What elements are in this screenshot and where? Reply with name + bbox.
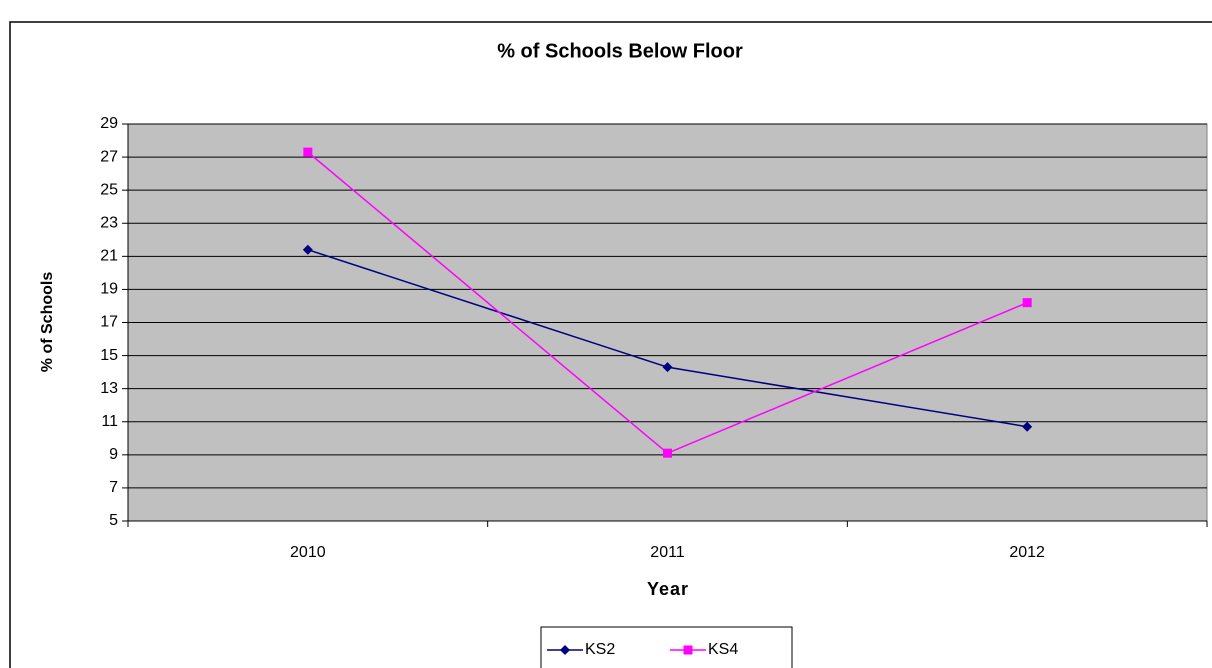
legend: KS2 KS4 [547, 641, 738, 658]
y-tick-label: 27 [100, 148, 118, 165]
y-tick-label: 21 [100, 248, 118, 265]
plot-area: 5 7 9 11 13 15 17 19 21 23 25 27 29 2010 2011 2012 [100, 115, 1208, 561]
y-tick-label: 11 [101, 413, 118, 430]
marker [302, 244, 313, 255]
x-tick-label: 2010 [290, 544, 326, 561]
y-tick-label: 15 [100, 347, 118, 364]
legend-marker [683, 645, 693, 655]
legend-label: KS2 [585, 641, 615, 658]
x-tick-label: 2012 [1009, 544, 1045, 561]
marker [303, 147, 313, 157]
x-tick-label: 2011 [650, 544, 685, 561]
y-tick-label: 29 [100, 115, 118, 132]
marker [1022, 298, 1032, 308]
legend-label: KS4 [708, 641, 738, 658]
y-axis-label: % of Schools [39, 272, 56, 373]
y-tick-label: 9 [109, 446, 118, 463]
legend-marker [560, 645, 570, 655]
marker [663, 448, 672, 458]
x-axis-label: Year [647, 579, 689, 599]
chart-title: % of Schools Below Floor [497, 40, 743, 62]
y-tick-label: 13 [100, 380, 118, 397]
marker [1022, 421, 1033, 432]
y-tick-label: 5 [109, 512, 118, 529]
marker [662, 362, 673, 373]
legend-box [540, 626, 793, 668]
y-tick-label: 23 [100, 214, 118, 231]
y-tick-label: 7 [109, 479, 118, 496]
y-tick-label: 25 [100, 181, 118, 198]
y-tick-label: 19 [100, 281, 118, 298]
y-tick-label: 17 [100, 314, 118, 331]
